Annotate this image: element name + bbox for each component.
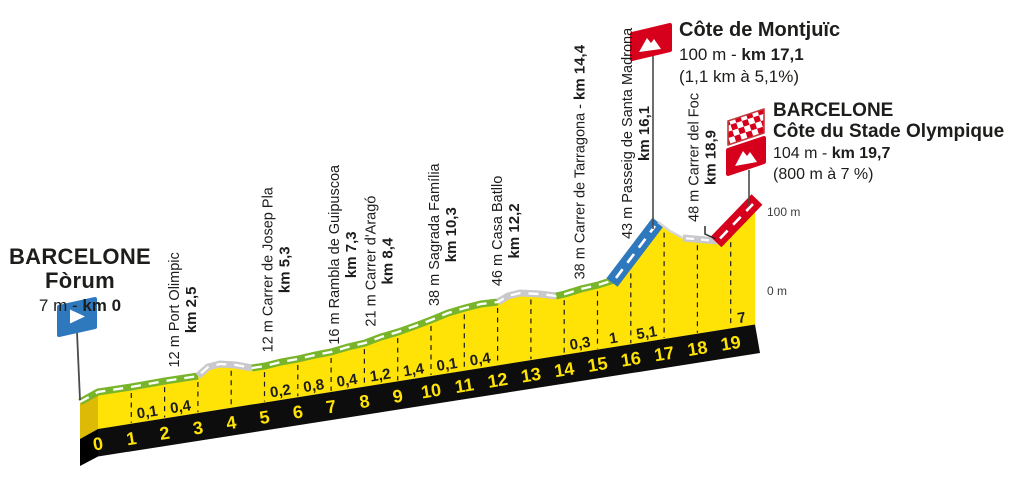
climb-band-red-dash: [719, 203, 754, 240]
mountain-glyph-icon: [639, 38, 661, 52]
waypoint-5-name: 38 m Sagrada Família: [427, 162, 443, 306]
waypoint-7: 38 m Carrer de Tarragona - km 14,4: [572, 44, 589, 279]
left-cap-black: [80, 429, 98, 466]
gradient-label-km1: 0,1: [136, 403, 159, 423]
road-surface: [78, 194, 763, 406]
gradient-label-km11: 0,4: [469, 350, 493, 370]
waypoint-2-km: km 5,3: [276, 246, 293, 293]
gradient-label-km19: 7: [736, 309, 747, 327]
gradient-label-km14: 0,3: [569, 334, 592, 354]
km-band: [98, 324, 760, 457]
finish-place: Côte du Stade Olympique: [773, 121, 1005, 143]
km-number-11: 11: [453, 374, 475, 397]
waypoint-4-name: 21 m Carrer d'Aragó: [364, 196, 380, 327]
km-number-5: 5: [258, 407, 271, 428]
gradient-label-km7: 0,4: [335, 371, 359, 391]
waypoint-9-km: km 18,9: [702, 130, 719, 185]
km-number-9: 9: [391, 386, 404, 407]
waypoint-3-km: km 7,3: [343, 231, 360, 278]
km-number-8: 8: [358, 391, 371, 412]
gradient-label-km5: 0,2: [269, 381, 292, 401]
road-gray-flat-dash: [685, 237, 715, 242]
climb-gradient: (1,1 km à 5,1%): [679, 66, 799, 86]
waypoint-8-km: km 16,1: [636, 106, 653, 161]
finish-city: BARCELONE: [773, 100, 894, 121]
km-number-7: 7: [325, 396, 338, 417]
km-number-3: 3: [191, 417, 204, 438]
km-number-6: 6: [291, 401, 304, 422]
km-number-19: 19: [719, 332, 742, 355]
road-centerline-dash: [79, 278, 615, 404]
mountain-glyph-icon: [735, 151, 757, 166]
climb-title: Côte de Montjuïc: [679, 19, 841, 41]
km-number-14: 14: [553, 358, 576, 381]
start-label: BARCELONE Fòrum 7 m - km 0: [0, 245, 160, 315]
waypoint-5-km: km 10,3: [443, 207, 460, 262]
waypoint-1-name: 12 m Port Olimpic: [167, 252, 183, 367]
km-number-2: 2: [158, 423, 171, 444]
axis-label-0m: 0 m: [767, 284, 788, 298]
play-triangle-icon: [70, 309, 85, 324]
km-number-16: 16: [619, 348, 642, 371]
km-number-18: 18: [686, 337, 709, 360]
left-cap-yellow: [80, 392, 98, 439]
km-number-12: 12: [486, 369, 509, 392]
finish-label: BARCELONE Côte du Stade Olympique 104 m …: [773, 100, 1004, 186]
km-number-13: 13: [520, 364, 543, 387]
finish-detail: 104 m - km 19,7: [773, 144, 891, 162]
gradient-label-km8: 1,2: [369, 366, 392, 386]
finish-flags-icon: [726, 108, 766, 206]
start-place: Fòrum: [45, 267, 115, 293]
start-detail: 7 m - km 0: [38, 295, 122, 315]
carrer-del-foc-connector: [704, 226, 717, 240]
km-number-10: 10: [420, 380, 443, 403]
km-number-1: 1: [125, 428, 138, 449]
km-number-15: 15: [586, 353, 609, 376]
gradient-label-km2: 0,4: [169, 397, 193, 417]
km-gridlines: [130, 232, 732, 423]
gradient-label-km9: 1,4: [402, 360, 426, 380]
gradient-label-km10: 0,1: [435, 355, 458, 375]
waypoint-1-km: km 2,5: [183, 286, 200, 333]
descent-edge: [657, 221, 684, 240]
waypoint-6-km: km 12,2: [506, 203, 523, 258]
montjuic-climb-flag-icon: [630, 23, 672, 229]
finish-gradient: (800 m à 7 %): [773, 166, 874, 184]
waypoint-3-name: 16 m Rambla de Guipuscoa: [327, 164, 343, 345]
km-number-17: 17: [653, 342, 676, 365]
checkered-flag-icon: [727, 108, 765, 146]
waypoint-6-name: 46 m Casa Batllo: [490, 176, 506, 286]
start-city: BARCELONE: [8, 244, 152, 269]
waypoint-9-name: 48 m Carrer del Foc: [686, 93, 702, 222]
gradient-label-km6: 0,8: [302, 376, 325, 396]
waypoint-2-name: 12 m Carrer de Josep Pla: [260, 186, 276, 352]
km-number-4: 4: [225, 412, 238, 433]
profile-shapes: [80, 201, 760, 466]
profile-body: [80, 201, 755, 429]
gradient-label-km16: 5,1: [635, 323, 658, 343]
gradient-label-km15: 1: [608, 329, 619, 347]
start-flag-icon: [57, 297, 97, 401]
km-number-0: 0: [92, 433, 105, 454]
waypoint-8-name: 43 m Passeig de Santa Madrona: [620, 27, 636, 239]
axis-label-100m: 100 m: [767, 205, 801, 219]
profile-texts: 0 1 2 3 4 5 6 7 8 9 10 11 12 13 14 15 16 17 18 190,1 0,40,2 0…: [92, 27, 748, 455]
climb-detail: 100 m - km 17,1: [679, 44, 804, 64]
climb-montjuic-label: Côte de Montjuïc 100 m - km 17,1 (1,1 km…: [679, 19, 841, 88]
waypoint-4-km: km 8,4: [380, 237, 397, 284]
climb-band-blue-dash: [614, 225, 657, 279]
